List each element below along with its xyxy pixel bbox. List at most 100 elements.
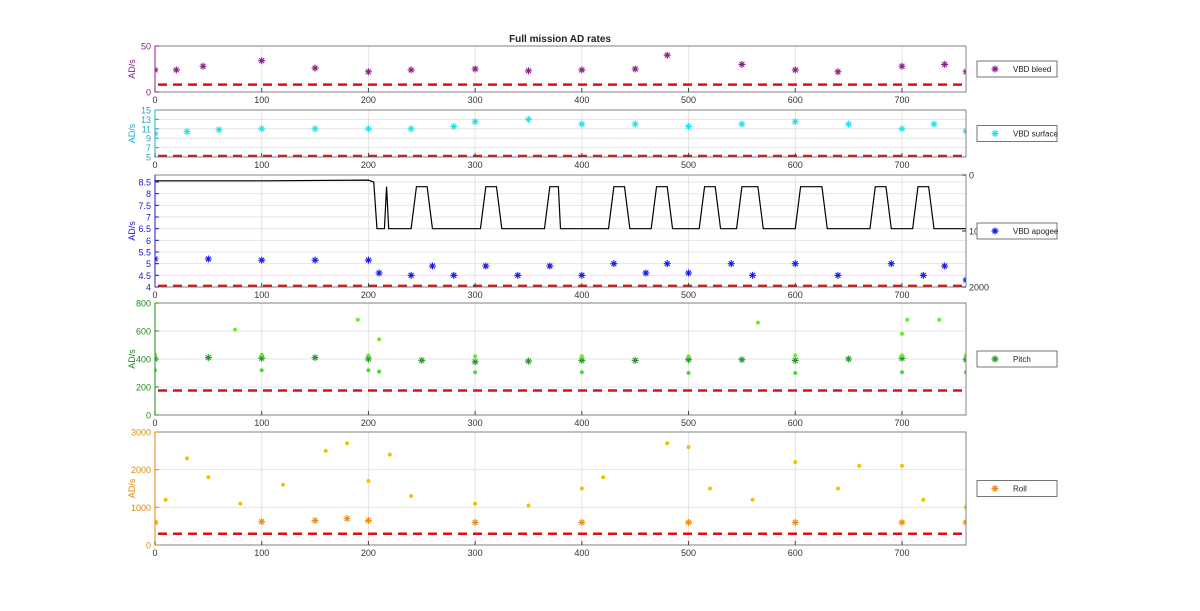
x-tick-label: 400 xyxy=(574,95,589,105)
data-point xyxy=(355,317,360,322)
data-point xyxy=(791,518,799,526)
data-point xyxy=(450,271,458,279)
x-tick-label: 300 xyxy=(468,290,483,300)
legend-marker xyxy=(991,65,999,73)
data-point xyxy=(473,370,478,375)
depth-profile-line xyxy=(155,179,966,230)
x-tick-label: 300 xyxy=(468,95,483,105)
legend-box xyxy=(976,480,1058,497)
x-tick-label: 600 xyxy=(788,95,803,105)
series-bleed-0 xyxy=(155,51,966,76)
data-point xyxy=(366,353,371,358)
legend-box xyxy=(976,350,1058,368)
data-point xyxy=(473,501,478,506)
data-point xyxy=(921,497,926,502)
data-point xyxy=(578,356,586,364)
axes-box xyxy=(154,174,967,288)
right-y-tick-label: 10 xyxy=(969,227,979,237)
series-surface-0 xyxy=(155,115,966,137)
data-point xyxy=(610,260,618,268)
data-point xyxy=(377,337,382,342)
data-point xyxy=(793,371,798,375)
data-point xyxy=(258,518,266,526)
data-point xyxy=(905,317,910,322)
data-point xyxy=(204,354,212,362)
data-point xyxy=(204,255,212,263)
legend-label: Roll xyxy=(1013,485,1027,494)
legend-label: Pitch xyxy=(1013,355,1031,364)
y-tick-label: 5 xyxy=(146,153,151,163)
series-roll-0 xyxy=(155,515,966,526)
legend-box xyxy=(976,125,1058,142)
x-tick-label: 500 xyxy=(681,160,696,170)
x-tick-label: 300 xyxy=(468,548,483,558)
data-point xyxy=(311,64,319,72)
legend-pitch: Pitch xyxy=(976,350,1058,368)
data-point xyxy=(215,126,223,134)
data-point xyxy=(685,122,693,130)
y-tick-label: 50 xyxy=(141,42,151,52)
x-tick-label: 700 xyxy=(894,95,909,105)
x-tick-label: 400 xyxy=(574,290,589,300)
subplot-pitch: 0 200 400 600 800 AD/s 0 100 200 300 400 500 600 700 P… xyxy=(127,299,1058,428)
y-tick-label: 6 xyxy=(146,236,151,246)
y-tick-label: 3000 xyxy=(131,428,151,438)
data-point xyxy=(750,497,755,502)
data-point xyxy=(546,262,554,270)
series-pitch-1 xyxy=(155,352,966,359)
data-point xyxy=(366,478,371,483)
x-tick-label: 500 xyxy=(681,548,696,558)
data-point xyxy=(930,120,938,128)
data-point xyxy=(793,353,798,358)
data-point xyxy=(631,120,639,128)
data-point xyxy=(375,269,383,277)
plot-area xyxy=(155,51,966,86)
legend-box xyxy=(976,60,1058,78)
data-point xyxy=(793,460,798,465)
legend-label: VBD bleed xyxy=(1013,65,1051,74)
legend-marker xyxy=(991,485,999,492)
y-tick-label: 800 xyxy=(136,299,151,309)
y-tick-label: 8 xyxy=(146,189,151,199)
y-tick-label: 1000 xyxy=(131,503,151,513)
plot-area xyxy=(155,179,966,287)
subplot-roll: 0 1000 2000 3000 AD/s 0 100 200 300 400 500 600 700 R… xyxy=(127,428,1058,558)
y-tick-label: 200 xyxy=(136,383,151,393)
data-point xyxy=(791,66,799,74)
legend-bleed: VBD bleed xyxy=(976,60,1058,78)
x-tick-label: 700 xyxy=(894,160,909,170)
data-point xyxy=(238,501,243,506)
x-tick-label: 600 xyxy=(788,290,803,300)
data-point xyxy=(343,515,351,523)
y-tick-label: 11 xyxy=(142,124,151,134)
chart-title: Full mission AD rates xyxy=(509,34,611,45)
data-point xyxy=(845,355,853,363)
x-tick-label: 600 xyxy=(788,160,803,170)
x-tick-label: 400 xyxy=(574,418,589,428)
data-point xyxy=(185,456,190,461)
data-point xyxy=(366,368,371,373)
series-roll-1 xyxy=(163,441,966,510)
legend-label: VBD apogee xyxy=(1013,227,1059,236)
data-point xyxy=(686,371,691,375)
x-tick-label: 0 xyxy=(152,160,157,170)
data-point xyxy=(663,260,671,268)
data-point xyxy=(898,354,906,362)
data-point xyxy=(964,505,966,510)
data-point xyxy=(941,262,949,270)
data-point xyxy=(172,66,180,74)
data-point xyxy=(387,452,392,457)
y-axis-label: AD/s xyxy=(127,478,137,498)
y-tick-label: 4.5 xyxy=(138,271,151,281)
y-axis-label: AD/s xyxy=(127,349,137,369)
y-tick-label: 7.5 xyxy=(138,201,151,211)
data-point xyxy=(665,441,670,446)
x-tick-label: 500 xyxy=(681,290,696,300)
data-point xyxy=(206,475,211,480)
data-point xyxy=(663,51,671,59)
y-tick-label: 4 xyxy=(146,283,151,293)
data-point xyxy=(199,62,207,70)
y-tick-label: 13 xyxy=(141,115,151,125)
